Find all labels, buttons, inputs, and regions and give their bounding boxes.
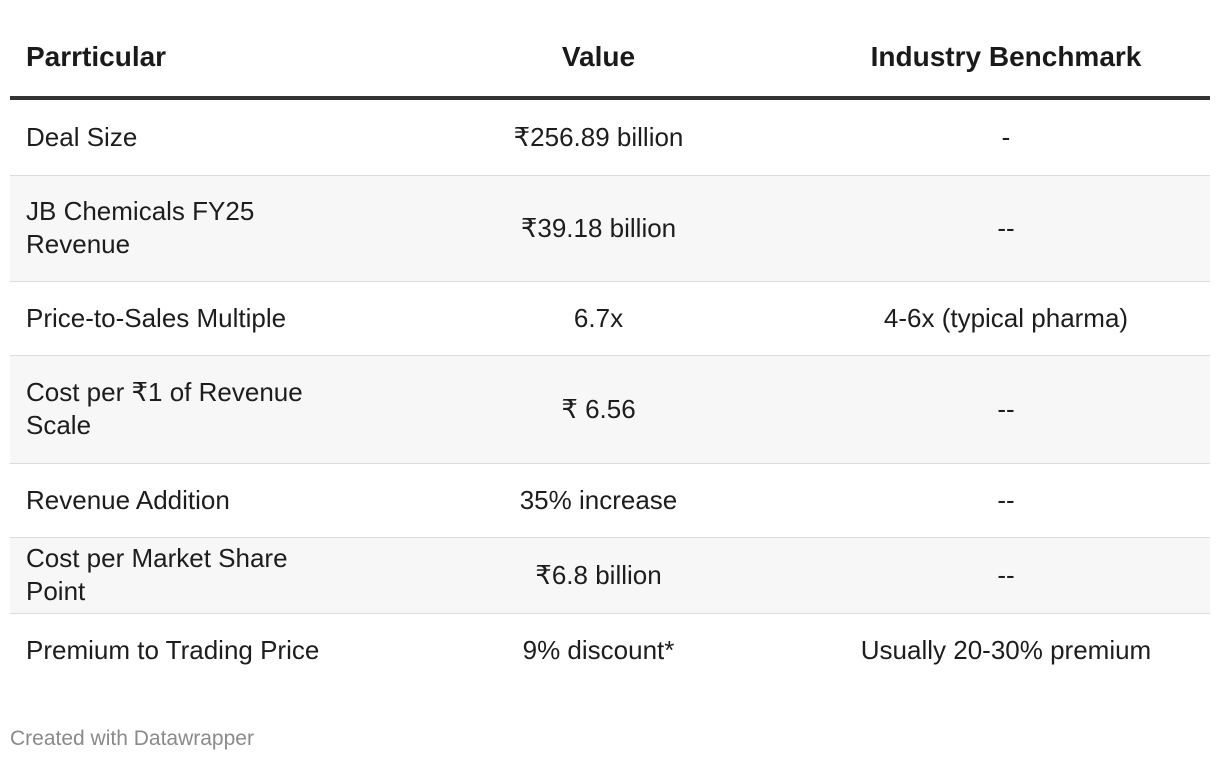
- benchmark-cell: --: [802, 463, 1210, 538]
- row-label-cell: Deal Size: [10, 98, 395, 176]
- row-label: Price-to-Sales Multiple: [26, 302, 287, 333]
- value-cell: 35% increase: [395, 463, 802, 538]
- row-label-cell: Cost per ₹1 of Revenue Scale: [10, 355, 395, 464]
- value-cell: ₹39.18 billion: [395, 175, 802, 282]
- table-row: Revenue Addition 35% increase --: [10, 463, 1210, 538]
- row-label: JB Chemicals FY25 Revenue: [26, 196, 255, 259]
- row-label-cell: JB Chemicals FY25 Revenue: [10, 175, 395, 282]
- row-label-cell: Price-to-Sales Multiple: [10, 281, 395, 356]
- value-cell: 6.7x: [395, 281, 802, 356]
- benchmark-cell: -: [802, 98, 1210, 176]
- value-cell: ₹6.8 billion: [395, 537, 802, 614]
- benchmark-cell: 4-6x (typical pharma): [802, 281, 1210, 356]
- data-table: Parrticular Value Industry Benchmark Dea…: [10, 0, 1210, 688]
- value-cell: ₹256.89 billion: [395, 98, 802, 176]
- data-table-container: Parrticular Value Industry Benchmark Dea…: [10, 0, 1210, 688]
- row-label-cell: Revenue Addition: [10, 463, 395, 538]
- datawrapper-credit[interactable]: Created with Datawrapper: [10, 727, 254, 750]
- row-label-cell: Premium to Trading Price: [10, 613, 395, 688]
- benchmark-cell: --: [802, 355, 1210, 464]
- benchmark-cell: Usually 20-30% premium: [860, 635, 1152, 666]
- row-label: Deal Size: [26, 121, 138, 152]
- table-row: Cost per Market Share Point ₹6.8 billion…: [10, 537, 1210, 614]
- row-label: Cost per Market Share Point: [26, 543, 288, 606]
- column-header-particular[interactable]: Parrticular: [10, 0, 395, 100]
- value-cell: ₹ 6.56: [395, 355, 802, 464]
- column-header-value[interactable]: Value: [395, 0, 802, 100]
- table-header-row: Parrticular Value Industry Benchmark: [10, 0, 1210, 100]
- column-header-benchmark[interactable]: Industry Benchmark: [802, 0, 1210, 100]
- table-row: Price-to-Sales Multiple 6.7x 4-6x (typic…: [10, 281, 1210, 356]
- table-row: Premium to Trading Price 9% discount* Us…: [10, 613, 1210, 688]
- row-label: Revenue Addition: [26, 484, 230, 515]
- row-label: Premium to Trading Price: [26, 635, 320, 666]
- row-label-cell: Cost per Market Share Point: [10, 537, 395, 614]
- table-row: Cost per ₹1 of Revenue Scale ₹ 6.56 --: [10, 355, 1210, 464]
- benchmark-cell: --: [802, 175, 1210, 282]
- table-row: Deal Size ₹256.89 billion -: [10, 98, 1210, 176]
- value-cell: 9% discount*: [522, 635, 675, 666]
- table-row: JB Chemicals FY25 Revenue ₹39.18 billion…: [10, 175, 1210, 282]
- row-label: Cost per ₹1 of Revenue Scale: [26, 377, 303, 440]
- benchmark-cell: --: [802, 537, 1210, 614]
